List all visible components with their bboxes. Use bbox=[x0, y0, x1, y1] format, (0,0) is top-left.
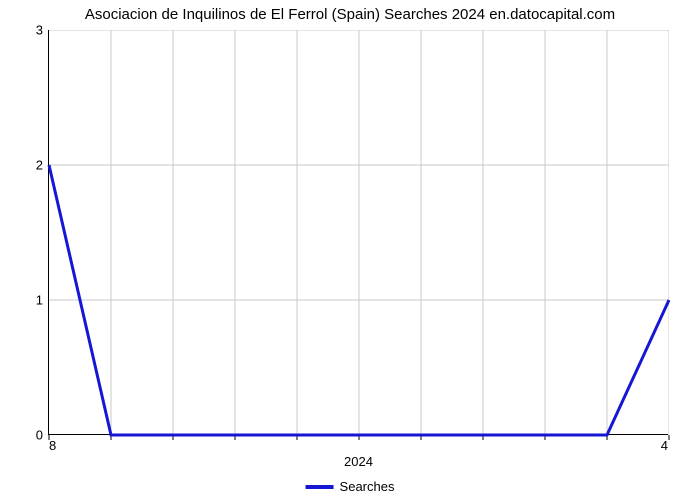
x-tick-left: 8 bbox=[49, 434, 56, 453]
chart-container: Asociacion de Inquilinos de El Ferrol (S… bbox=[0, 0, 700, 500]
x-tick-right: 4 bbox=[661, 434, 668, 453]
y-tick-label: 0 bbox=[36, 428, 49, 443]
legend-swatch bbox=[306, 485, 334, 489]
x-axis-center-label: 2024 bbox=[344, 434, 373, 469]
plot-area: 0123 8 4 2024 bbox=[48, 30, 668, 435]
line-series bbox=[49, 30, 669, 435]
y-tick-label: 3 bbox=[36, 23, 49, 38]
legend-label: Searches bbox=[340, 479, 395, 494]
y-tick-label: 2 bbox=[36, 158, 49, 173]
legend: Searches bbox=[306, 479, 395, 494]
y-tick-label: 1 bbox=[36, 293, 49, 308]
plot-inner bbox=[49, 30, 668, 434]
chart-title: Asociacion de Inquilinos de El Ferrol (S… bbox=[0, 6, 700, 23]
